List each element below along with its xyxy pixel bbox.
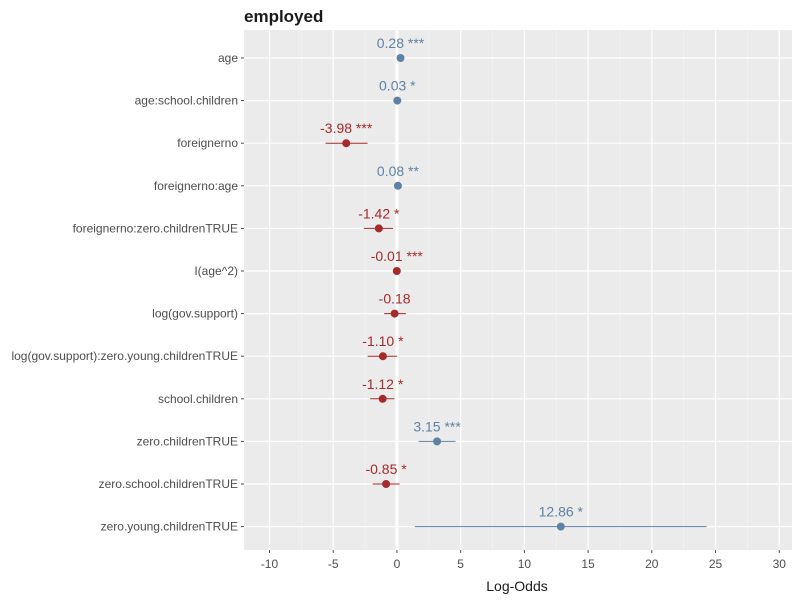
x-tick-label: 15: [581, 557, 595, 571]
estimate-value-label: -1.12 *: [362, 376, 404, 392]
estimate-value-label: -3.98 ***: [320, 120, 373, 136]
y-tick-label: foreignerno: [177, 136, 238, 150]
estimate-point: [382, 480, 391, 488]
estimate-value-label: -1.10 *: [362, 333, 404, 349]
x-tick-label: 5: [457, 557, 464, 571]
estimate-point: [393, 96, 402, 105]
x-axis: -10 -5 0 5 10 15 20 25 30: [261, 550, 786, 571]
x-axis-label: Log-Odds: [486, 578, 547, 594]
y-axis: age age:school.children foreignerno foreign…: [11, 51, 244, 534]
estimate-value-label: -1.42 *: [358, 205, 400, 221]
estimate-value-label: 0.28 ***: [377, 35, 425, 51]
chart-title: employed: [244, 7, 323, 26]
estimate-point: [556, 522, 565, 531]
x-tick-label: 20: [645, 557, 659, 571]
estimate-point: [378, 394, 387, 403]
x-tick-label: 10: [518, 557, 532, 571]
estimate-value-label: -0.18: [379, 291, 411, 307]
x-tick-label: -5: [328, 557, 339, 571]
plot-panel: [244, 30, 792, 550]
estimate-point: [433, 437, 442, 446]
y-tick-label: log(gov.support): [152, 307, 238, 321]
y-tick-label: age:school.children: [135, 94, 238, 108]
y-tick-label: foreignerno:age: [154, 179, 238, 193]
y-tick-label: I(age^2): [194, 264, 238, 278]
y-tick-label: zero.school.childrenTRUE: [99, 477, 238, 491]
estimate-point: [393, 181, 402, 190]
x-tick-label: -10: [261, 557, 279, 571]
estimate-point: [390, 309, 399, 318]
x-tick-label: 25: [709, 557, 723, 571]
estimate-value-label: -0.01 ***: [371, 248, 424, 264]
y-tick-label: zero.childrenTRUE: [137, 434, 238, 448]
y-tick-label: foreignerno:zero.childrenTRUE: [73, 221, 238, 235]
estimate-value-label: 12.86 *: [539, 504, 584, 520]
estimate-point: [374, 224, 383, 233]
estimate-point: [396, 54, 405, 62]
estimate-point: [342, 139, 351, 148]
y-tick-label: age: [218, 51, 238, 65]
x-tick-label: 0: [394, 557, 401, 571]
estimate-value-label: 0.03 *: [379, 78, 416, 94]
y-tick-label: zero.young.childrenTRUE: [101, 520, 238, 534]
estimate-point: [392, 267, 401, 275]
estimate-value-label: 0.08 **: [377, 163, 420, 179]
x-tick-label: 30: [773, 557, 787, 571]
y-tick-label: school.children: [158, 392, 238, 406]
estimate-value-label: 3.15 ***: [413, 418, 461, 434]
estimate-point: [378, 352, 387, 361]
y-tick-label: log(gov.support):zero.young.childrenTRUE: [11, 349, 238, 363]
estimate-marks: 0.28 *** 0.03 * -3.98 *** 0.08 ** -1.42 * -0.…: [320, 35, 707, 531]
estimate-value-label: -0.85 *: [365, 461, 407, 477]
